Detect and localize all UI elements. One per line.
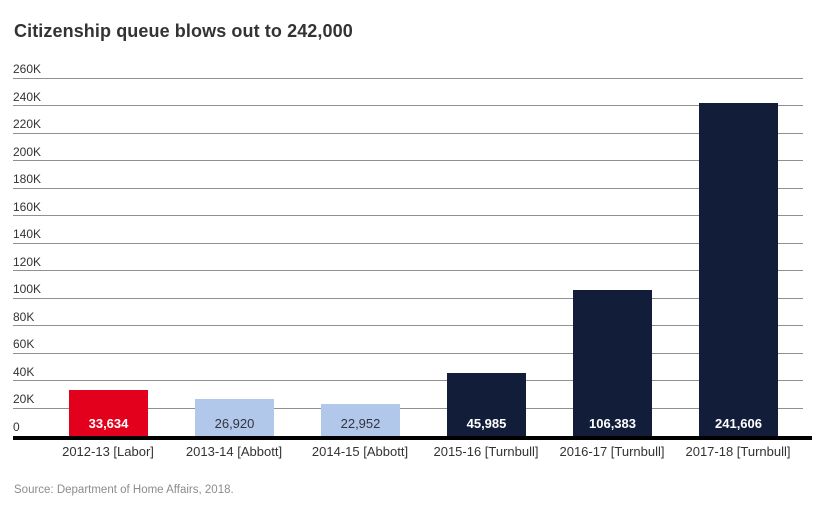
bar-value-label: 26,920 bbox=[214, 416, 255, 431]
source-note: Source: Department of Home Affairs, 2018… bbox=[14, 484, 234, 496]
y-axis-tick-label: 260K bbox=[13, 62, 42, 76]
x-axis-line bbox=[13, 436, 812, 440]
x-axis-category-label: 2015-16 [Turnbull] bbox=[433, 444, 539, 459]
x-axis-category-label: 2014-15 [Abbott] bbox=[311, 444, 409, 459]
y-axis-tick-label: 180K bbox=[13, 172, 42, 187]
x-axis-category-label: 2012-13 [Labor] bbox=[62, 444, 154, 459]
gridline-180K bbox=[13, 187, 803, 189]
y-axis-tick-label: 160K bbox=[13, 199, 42, 214]
bar-2017-18 [Turnbull] bbox=[699, 103, 778, 436]
y-axis-tick-label: 240K bbox=[13, 89, 42, 104]
y-axis-tick-label: 80K bbox=[13, 309, 35, 324]
y-axis-tick-label: 200K bbox=[13, 144, 42, 159]
bar-2014-15 [Abbott] bbox=[321, 404, 400, 436]
bar-2015-16 [Turnbull] bbox=[447, 373, 526, 436]
gridline-20K bbox=[13, 407, 803, 409]
bar-2012-13 [Labor] bbox=[69, 390, 148, 436]
x-axis-category-label: 2016-17 [Turnbull] bbox=[559, 444, 665, 459]
gridline-200K bbox=[13, 160, 803, 162]
gridline-220K bbox=[13, 132, 803, 134]
bar-value-label: 33,634 bbox=[88, 416, 129, 431]
y-axis-tick-label: 0 bbox=[13, 420, 20, 434]
y-axis-tick-label: 40K bbox=[13, 364, 35, 379]
x-axis-category-label: 2017-18 [Turnbull] bbox=[685, 444, 791, 459]
bar-value-label: 241,606 bbox=[715, 416, 762, 431]
chart-title: Citizenship queue blows out to 242,000 bbox=[14, 21, 353, 41]
gridline-140K bbox=[13, 242, 803, 244]
bar-value-label: 22,952 bbox=[340, 416, 381, 431]
bar-2016-17 [Turnbull] bbox=[573, 290, 652, 436]
y-axis-tick-label: 140K bbox=[13, 227, 42, 242]
bar-2013-14 [Abbott] bbox=[195, 399, 274, 436]
y-axis-tick-label: 20K bbox=[13, 392, 35, 407]
gridline-100K bbox=[13, 297, 803, 299]
gridline-260K bbox=[13, 77, 803, 79]
gridline-40K bbox=[13, 380, 803, 382]
y-axis-tick-label: 120K bbox=[13, 254, 42, 269]
bar-value-label: 106,383 bbox=[589, 416, 636, 431]
y-axis-tick-label: 60K bbox=[13, 337, 35, 352]
gridline-120K bbox=[13, 270, 803, 272]
gridline-160K bbox=[13, 215, 803, 217]
y-axis-tick-label: 220K bbox=[13, 117, 42, 132]
y-axis-tick-label: 100K bbox=[13, 282, 42, 297]
gridline-60K bbox=[13, 352, 803, 354]
gridline-240K bbox=[13, 105, 803, 107]
gridline-80K bbox=[13, 325, 803, 327]
bar-value-label: 45,985 bbox=[466, 416, 507, 431]
x-axis-category-label: 2013-14 [Abbott] bbox=[185, 444, 283, 459]
